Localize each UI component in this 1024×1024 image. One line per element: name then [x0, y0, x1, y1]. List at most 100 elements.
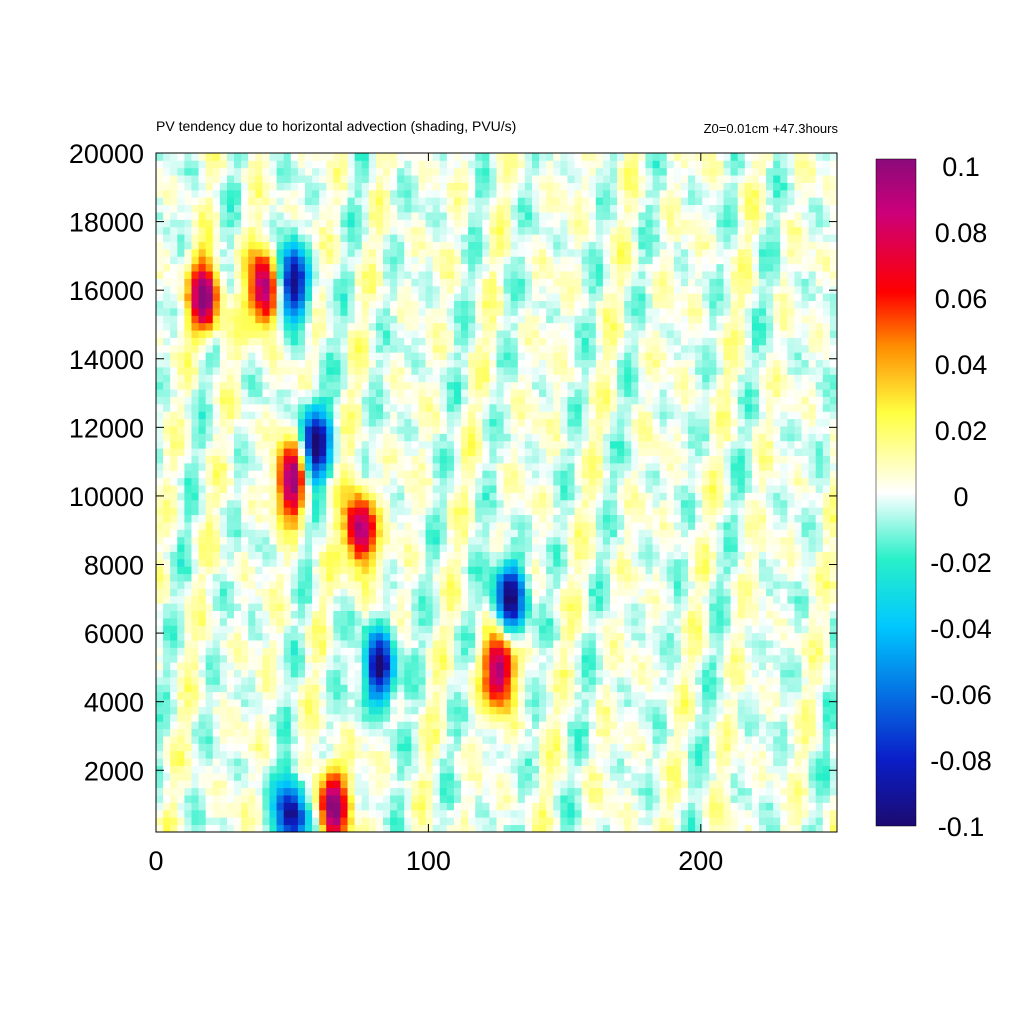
heatmap-cell: [751, 677, 760, 685]
heatmap-cell: [319, 632, 327, 641]
heatmap-cell: [297, 750, 306, 759]
heatmap-cell: [390, 536, 398, 545]
heatmap-cell: [716, 507, 724, 516]
heatmap-cell: [468, 595, 476, 604]
heatmap-cell: [269, 772, 277, 781]
heatmap-cell: [510, 507, 519, 516]
heatmap-cell: [205, 699, 214, 707]
heatmap-cell: [489, 536, 497, 545]
heatmap-cell: [822, 485, 831, 493]
heatmap-cell: [241, 566, 249, 575]
heatmap-cell: [602, 558, 611, 567]
heatmap-cell: [617, 455, 625, 464]
heatmap-cell: [645, 743, 653, 752]
heatmap-cell: [290, 809, 299, 818]
heatmap-cell: [241, 462, 249, 471]
heatmap-cell: [680, 492, 689, 501]
heatmap-cell: [432, 728, 441, 737]
heatmap-cell: [432, 581, 441, 589]
heatmap-cell: [326, 485, 334, 493]
heatmap-cell: [361, 514, 370, 523]
heatmap-cell: [432, 736, 441, 744]
heatmap-cell: [418, 617, 426, 626]
heatmap-cell: [163, 721, 171, 730]
heatmap-cell: [312, 588, 320, 597]
heatmap-cell: [652, 787, 661, 796]
heatmap-cell: [354, 522, 363, 530]
heatmap-cell: [205, 787, 214, 796]
heatmap-cell: [269, 802, 277, 811]
heatmap-cell: [361, 485, 370, 493]
heatmap-cell: [602, 529, 611, 538]
heatmap-cell: [744, 536, 753, 545]
heatmap-cell: [680, 713, 689, 722]
heatmap-cell: [219, 706, 228, 715]
heatmap-cell: [695, 809, 703, 818]
heatmap-cell: [361, 529, 370, 538]
heatmap-cell: [659, 772, 668, 781]
heatmap-cell: [347, 787, 356, 796]
heatmap-cell: [503, 750, 512, 759]
heatmap-cell: [446, 706, 455, 715]
heatmap-cell: [304, 462, 313, 471]
heatmap-cell: [666, 795, 675, 803]
heatmap-cell: [780, 728, 788, 737]
heatmap-cell: [709, 647, 717, 656]
heatmap-cell: [673, 625, 682, 634]
heatmap-cell: [468, 662, 476, 671]
heatmap-cell: [333, 728, 341, 737]
heatmap-cell: [560, 684, 568, 693]
heatmap-cell: [730, 662, 739, 671]
heatmap-cell: [375, 677, 384, 685]
heatmap-cell: [617, 566, 625, 575]
heatmap-cell: [283, 632, 292, 641]
heatmap-cell: [425, 485, 434, 493]
heatmap-cell: [553, 455, 561, 464]
heatmap-cell: [652, 802, 661, 811]
heatmap-cell: [262, 736, 270, 744]
heatmap-cell: [659, 669, 668, 678]
heatmap-cell: [297, 669, 306, 678]
heatmap-cell: [730, 677, 739, 685]
heatmap-cell: [638, 662, 646, 671]
heatmap-cell: [383, 455, 391, 464]
heatmap-cell: [198, 514, 207, 523]
heatmap-cell: [489, 610, 497, 619]
heatmap-cell: [262, 581, 270, 589]
heatmap-cell: [709, 485, 717, 493]
heatmap-cell: [461, 529, 469, 538]
heatmap-cell: [241, 802, 249, 811]
heatmap-cell: [638, 802, 646, 811]
heatmap-cell: [553, 728, 561, 737]
heatmap-cell: [680, 728, 689, 737]
heatmap-cell: [241, 750, 249, 759]
heatmap-cell: [574, 728, 583, 737]
heatmap-cell: [673, 787, 682, 796]
heatmap-cell: [588, 522, 597, 530]
heatmap-cell: [347, 485, 356, 493]
heatmap-cell: [602, 492, 611, 501]
heatmap-cell: [517, 588, 526, 597]
heatmap-cell: [787, 507, 795, 516]
heatmap-cell: [397, 677, 405, 685]
heatmap-cell: [723, 514, 731, 523]
heatmap-cell: [624, 728, 632, 737]
heatmap-cell: [553, 677, 561, 685]
heatmap-cell: [546, 787, 554, 796]
heatmap-cell: [156, 787, 164, 796]
heatmap-cell: [262, 492, 270, 501]
heatmap-cell: [397, 817, 405, 826]
heatmap-cell: [375, 625, 384, 634]
heatmap-cell: [177, 448, 185, 456]
heatmap-cell: [581, 824, 590, 833]
heatmap-cell: [702, 758, 710, 766]
heatmap-cell: [234, 499, 242, 508]
heatmap-cell: [439, 817, 448, 826]
heatmap-cell: [375, 706, 384, 715]
heatmap-cell: [312, 669, 320, 678]
heatmap-cell: [801, 795, 810, 803]
heatmap-cell: [496, 691, 504, 700]
heatmap-cell: [432, 640, 441, 648]
heatmap-cell: [567, 632, 575, 641]
heatmap-cell: [688, 706, 696, 715]
